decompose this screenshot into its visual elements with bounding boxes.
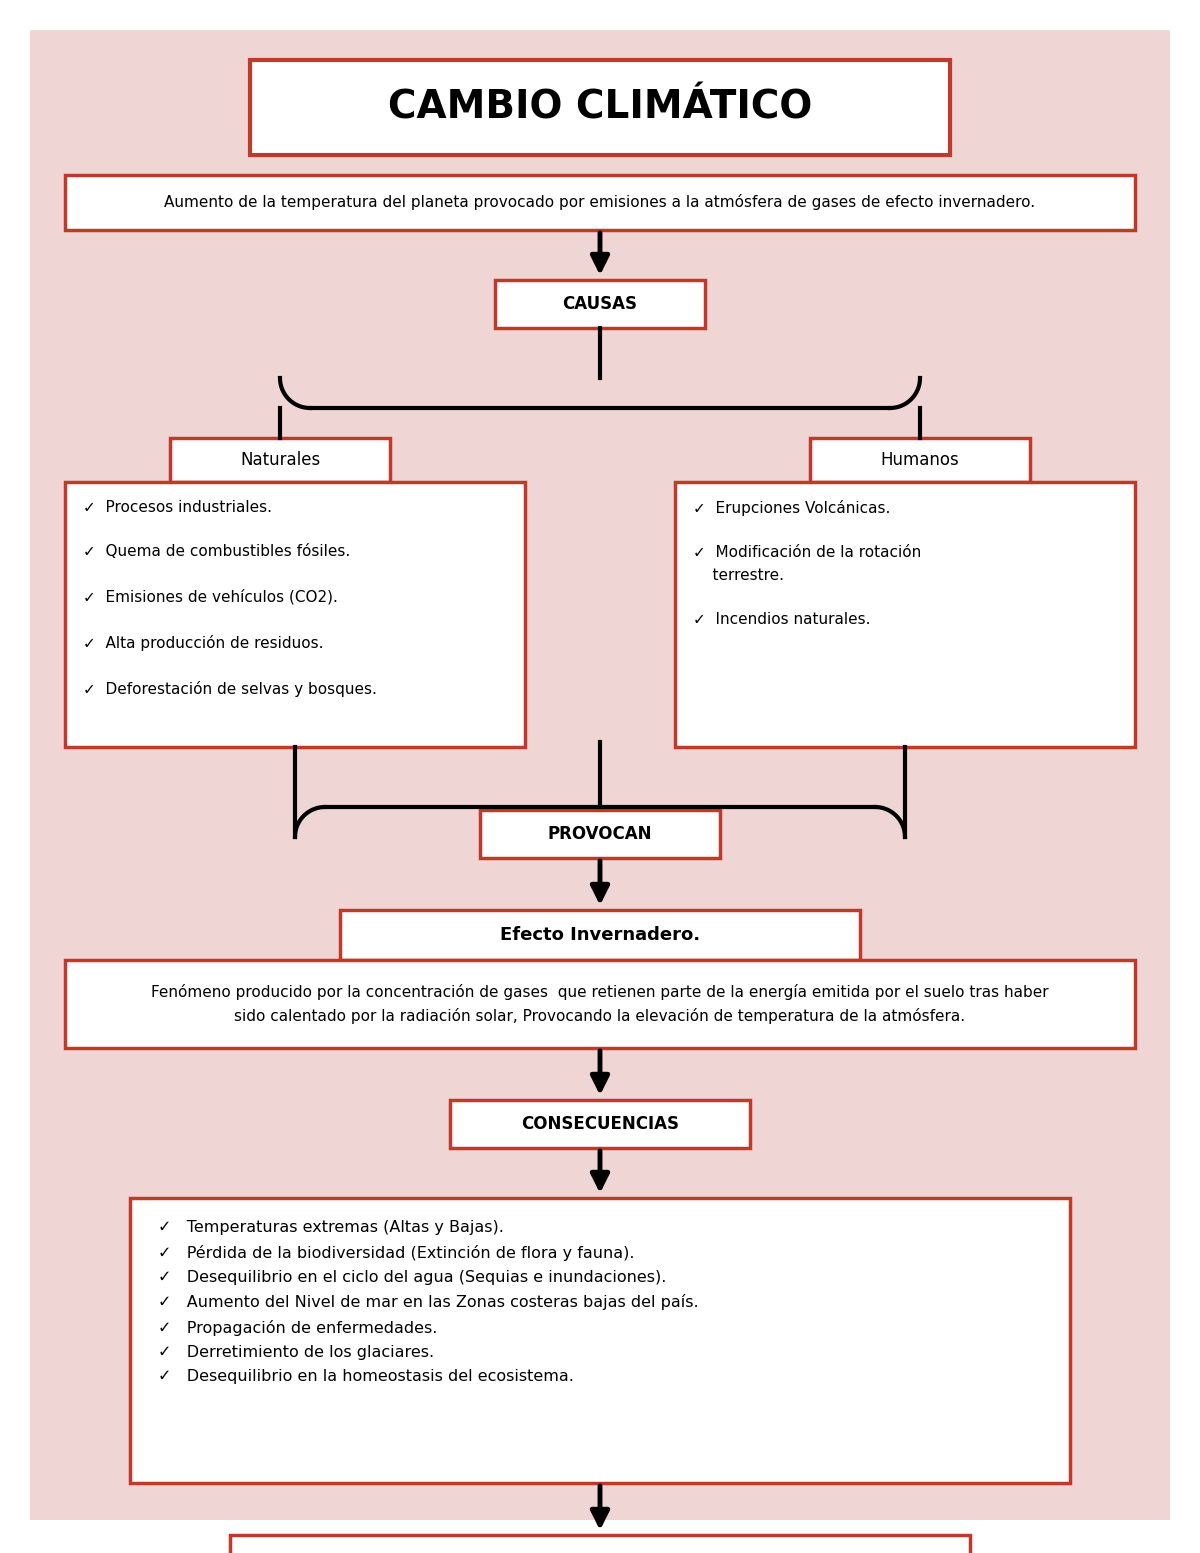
Text: ✓   Temperaturas extremas (Altas y Bajas).
✓   Pérdida de la biodiversidad (Exti: ✓ Temperaturas extremas (Altas y Bajas).… — [158, 1221, 698, 1384]
FancyBboxPatch shape — [65, 175, 1135, 230]
FancyBboxPatch shape — [496, 280, 706, 328]
Text: Humanos: Humanos — [881, 450, 959, 469]
FancyBboxPatch shape — [340, 910, 860, 960]
FancyBboxPatch shape — [65, 481, 526, 747]
FancyBboxPatch shape — [480, 811, 720, 857]
Text: ✓  Procesos industriales.

✓  Quema de combustibles fósiles.

✓  Emisiones de ve: ✓ Procesos industriales. ✓ Quema de comb… — [83, 500, 377, 697]
FancyBboxPatch shape — [65, 960, 1135, 1048]
Text: Aumento de la temperatura del planeta provocado por emisiones a la atmósfera de : Aumento de la temperatura del planeta pr… — [164, 194, 1036, 211]
Text: Efecto Invernadero.: Efecto Invernadero. — [500, 926, 700, 944]
Text: Naturales: Naturales — [240, 450, 320, 469]
FancyBboxPatch shape — [810, 438, 1030, 481]
FancyBboxPatch shape — [170, 438, 390, 481]
Text: CAMBIO CLIMÁTICO: CAMBIO CLIMÁTICO — [388, 89, 812, 126]
Text: CONSECUENCIAS: CONSECUENCIAS — [521, 1115, 679, 1134]
FancyBboxPatch shape — [250, 61, 950, 155]
FancyBboxPatch shape — [450, 1100, 750, 1148]
FancyBboxPatch shape — [230, 1534, 970, 1553]
Text: ✓  Erupciones Volcánicas.

✓  Modificación de la rotación
    terrestre.

✓  Inc: ✓ Erupciones Volcánicas. ✓ Modificación … — [694, 500, 922, 627]
Text: PROVOCAN: PROVOCAN — [547, 825, 653, 843]
Text: CAUSAS: CAUSAS — [563, 295, 637, 314]
FancyBboxPatch shape — [130, 1197, 1070, 1483]
Text: Fenómeno producido por la concentración de gases  que retienen parte de la energ: Fenómeno producido por la concentración … — [151, 985, 1049, 1023]
FancyBboxPatch shape — [30, 30, 1170, 1520]
FancyBboxPatch shape — [674, 481, 1135, 747]
